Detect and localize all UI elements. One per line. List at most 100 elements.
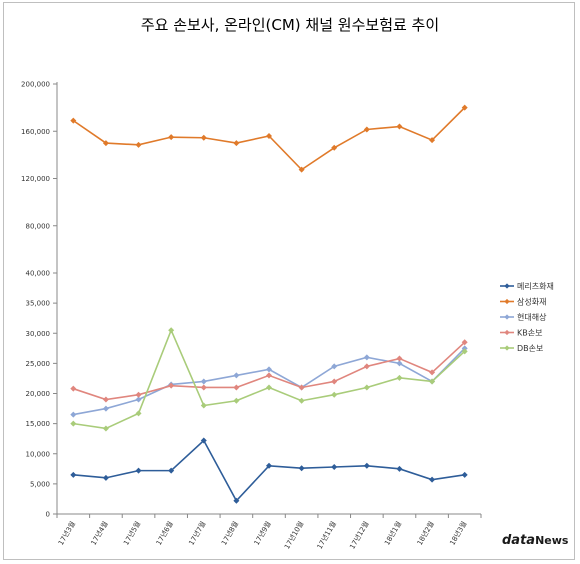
- series-line: [73, 328, 466, 430]
- x-tick-label: 17년6월: [154, 520, 175, 547]
- data-point: [331, 391, 338, 398]
- legend-item: KB손보: [500, 329, 542, 338]
- y-tick-label: 80,000: [26, 222, 51, 230]
- series-DB손보: [70, 327, 468, 432]
- x-tick-label: 17년5월: [121, 520, 142, 547]
- line-chart: 주요 손보사, 온라인(CM) 채널 원수보험료 추이 0 5,000 10,000…: [21, 16, 569, 551]
- x-tick-label: 17년7월: [187, 520, 208, 547]
- data-point: [200, 378, 207, 385]
- x-tick-label: 17년10월: [282, 520, 305, 551]
- y-tick-label: 0: [46, 511, 50, 519]
- x-tick-label: 17년8월: [219, 520, 240, 547]
- x-tick-label: 18년3월: [448, 520, 469, 547]
- y-tick-label: 35,000: [26, 300, 51, 308]
- y-tick-label: 5,000: [30, 480, 50, 488]
- data-point: [135, 467, 142, 474]
- data-point: [331, 378, 338, 385]
- data-point: [266, 462, 272, 469]
- logo-text-news: News: [535, 534, 569, 547]
- data-point: [331, 363, 338, 370]
- series-KB손보: [70, 339, 468, 403]
- data-point: [298, 465, 305, 472]
- data-point: [168, 467, 175, 474]
- y-tick-label: 10,000: [26, 450, 51, 458]
- series-layer: [70, 104, 468, 504]
- y-tick-label: 25,000: [26, 360, 51, 368]
- data-point: [461, 104, 468, 111]
- legend-item: 메리츠화재: [500, 282, 554, 291]
- data-point: [70, 471, 77, 478]
- legend-label: 삼성화재: [517, 297, 546, 307]
- svg-text:dataNews: dataNews: [502, 533, 569, 548]
- data-point: [135, 391, 142, 398]
- data-point: [363, 462, 370, 469]
- data-point: [200, 437, 207, 444]
- legend-swatch-marker: [504, 314, 510, 320]
- data-point: [298, 397, 305, 404]
- data-point: [200, 384, 207, 391]
- data-point: [70, 411, 77, 418]
- data-point: [396, 355, 403, 362]
- data-point: [429, 378, 436, 385]
- data-point: [396, 123, 403, 130]
- data-point: [70, 385, 77, 392]
- data-point: [429, 369, 436, 376]
- chart-axes: [56, 82, 481, 515]
- y-tick-label: 30,000: [26, 330, 51, 338]
- data-point: [461, 348, 468, 355]
- legend-label: KB손보: [517, 329, 542, 338]
- legend-label: 현대해상: [517, 312, 547, 322]
- data-point: [461, 345, 468, 352]
- y-axis-ticks: 0 5,000 10,000 15,000 20,000 25,000 30,000 35,0…: [21, 81, 57, 519]
- data-point: [102, 396, 109, 403]
- data-point: [363, 354, 370, 361]
- y-tick-label: 160,000: [21, 128, 50, 136]
- data-point: [233, 497, 240, 504]
- x-tick-label: 18년2월: [415, 520, 436, 547]
- data-point: [396, 465, 403, 472]
- data-point: [70, 420, 77, 427]
- logo-text-data: data: [502, 533, 535, 548]
- x-tick-label: 17년4월: [89, 520, 110, 547]
- data-point: [102, 405, 109, 412]
- data-point: [200, 402, 207, 409]
- x-axis-ticks: 17년3월 17년4월 17년5월 17년6월 17년7월 17년8월 17년9월 17년10…: [56, 514, 482, 551]
- x-tick-label: 18년1월: [382, 520, 403, 547]
- data-point: [331, 464, 338, 471]
- data-point: [233, 384, 240, 391]
- data-point: [363, 384, 370, 391]
- data-point: [461, 339, 468, 346]
- data-point: [102, 140, 109, 147]
- y-tick-label: 120,000: [21, 175, 50, 183]
- data-point: [70, 117, 77, 124]
- data-point: [233, 372, 240, 379]
- x-tick-label: 17년3월: [56, 520, 77, 547]
- data-point: [102, 474, 109, 481]
- data-point: [266, 132, 272, 139]
- legend-swatch-marker: [504, 283, 510, 289]
- legend-label: 메리츠화재: [517, 282, 554, 291]
- legend-label: DB손보: [517, 344, 543, 353]
- data-point: [135, 396, 142, 403]
- data-point: [168, 382, 175, 389]
- legend-swatch-marker: [504, 345, 510, 351]
- data-point: [135, 410, 142, 417]
- data-point: [266, 372, 272, 379]
- data-point: [396, 360, 403, 367]
- data-point: [266, 384, 272, 391]
- series-현대해상: [70, 345, 468, 418]
- data-point: [135, 141, 142, 148]
- data-point: [266, 366, 272, 373]
- x-tick-label: 17년9월: [252, 520, 273, 547]
- y-tick-label: 15,000: [26, 420, 51, 428]
- legend-item: 현대해상: [500, 312, 547, 322]
- chart-title: 주요 손보사, 온라인(CM) 채널 원수보험료 추이: [141, 16, 439, 34]
- data-point: [298, 166, 305, 173]
- data-point: [396, 374, 403, 381]
- data-point: [200, 134, 207, 141]
- x-tick-label: 17년11월: [315, 520, 338, 551]
- data-point: [429, 476, 436, 483]
- series-line: [73, 439, 465, 503]
- legend-item: DB손보: [500, 344, 543, 353]
